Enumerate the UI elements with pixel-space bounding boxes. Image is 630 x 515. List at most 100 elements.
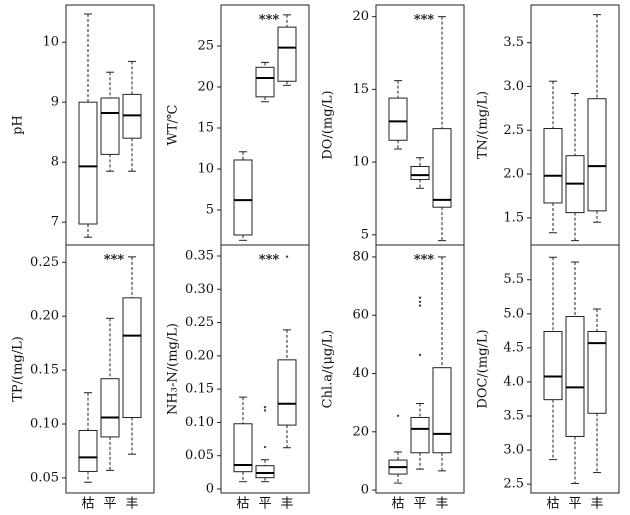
box	[388, 97, 408, 141]
x-tick-label: 平	[103, 495, 116, 510]
box	[100, 97, 120, 155]
x-tick-label: 平	[413, 495, 426, 510]
y-axis-label: Chl.a/(μg/L)	[321, 330, 336, 409]
box	[410, 165, 430, 181]
y-tick-label: 3.0	[503, 79, 524, 94]
y-tick-label: 40	[352, 366, 369, 381]
y-tick-label: 2.5	[503, 477, 524, 492]
x-tick-label: 平	[258, 495, 271, 510]
y-tick-label: 15	[352, 82, 369, 97]
y-tick-label: 20	[352, 9, 369, 24]
box	[432, 128, 452, 208]
annotation: ***	[104, 253, 125, 268]
outlier	[263, 445, 267, 449]
outlier	[396, 414, 400, 417]
y-tick-label: 0.25	[185, 315, 214, 330]
box	[587, 98, 607, 212]
y-axis-label: TP/(mg/L)	[11, 336, 26, 402]
y-tick-label: 0.25	[30, 255, 59, 270]
x-tick-label: 丰	[125, 495, 138, 510]
box	[78, 101, 98, 225]
box	[233, 159, 253, 236]
panel-frame	[65, 244, 155, 494]
box	[255, 66, 275, 98]
x-tick-label: 枯	[546, 495, 559, 510]
y-tick-label: 4.5	[503, 340, 524, 355]
box	[432, 367, 452, 454]
outlier	[418, 300, 422, 304]
y-axis-label: TN/(mg/L)	[476, 91, 491, 159]
x-tick-label: 丰	[435, 495, 448, 510]
box	[78, 429, 98, 472]
y-tick-label: 4.0	[503, 374, 524, 389]
y-axis-label: NH₃-N/(mg/L)	[166, 323, 181, 415]
y-tick-label: 2.0	[503, 167, 524, 182]
box	[543, 128, 563, 204]
y-tick-label: 5	[206, 202, 214, 217]
y-tick-label: 3.5	[503, 409, 524, 424]
y-tick-label: 20	[352, 424, 369, 439]
outlier	[418, 353, 422, 357]
y-tick-label: 0.10	[185, 415, 214, 430]
y-tick-label: 5	[361, 227, 369, 242]
box	[233, 423, 253, 473]
box	[565, 316, 585, 437]
y-tick-label: 25	[197, 38, 214, 53]
y-tick-label: 0.15	[30, 363, 59, 378]
y-tick-label: 5.0	[503, 306, 524, 321]
annotation: ***	[259, 13, 280, 28]
annotation: ***	[414, 13, 435, 28]
y-tick-label: 80	[352, 249, 369, 264]
y-tick-label: 10	[197, 161, 214, 176]
box	[543, 331, 563, 401]
x-tick-label: 枯	[236, 495, 249, 510]
x-tick-label: 枯	[391, 495, 404, 510]
box	[410, 417, 430, 454]
y-tick-label: 3.0	[503, 443, 524, 458]
y-tick-label: 10	[352, 155, 369, 170]
y-tick-label: 3.5	[503, 35, 524, 50]
y-tick-label: 0.20	[30, 309, 59, 324]
y-tick-label: 0	[361, 483, 369, 498]
box	[122, 297, 142, 419]
outlier	[263, 409, 267, 412]
panel-frame	[375, 244, 465, 494]
y-tick-label: 10	[42, 35, 59, 50]
panel-frame	[530, 244, 620, 494]
box	[277, 359, 297, 426]
x-tick-label: 枯	[81, 495, 94, 510]
y-tick-label: 0.15	[185, 382, 214, 397]
x-tick-label: 丰	[280, 495, 293, 510]
annotation: ***	[414, 253, 435, 268]
y-tick-label: 0.05	[30, 470, 59, 485]
box	[277, 26, 297, 82]
annotation: ***	[259, 253, 280, 268]
x-tick-label: 丰	[590, 495, 603, 510]
y-tick-label: 0.05	[185, 448, 214, 463]
y-axis-label: WT/℃	[166, 105, 181, 146]
y-tick-label: 0.20	[185, 348, 214, 363]
y-axis-label: DOC/(mg/L)	[476, 329, 491, 408]
outlier	[263, 405, 267, 409]
outlier	[285, 255, 289, 258]
box	[587, 331, 607, 414]
y-tick-label: 5.5	[503, 272, 524, 287]
outlier	[418, 296, 422, 299]
y-axis-label: pH	[11, 115, 26, 135]
y-tick-label: 60	[352, 308, 369, 323]
y-tick-label: 0.35	[185, 248, 214, 263]
x-tick-label: 平	[568, 495, 581, 510]
panel-frame	[220, 244, 310, 494]
box	[255, 465, 275, 479]
y-tick-label: 7	[51, 215, 59, 230]
y-axis-label: DO/(mg/L)	[321, 90, 336, 159]
y-tick-label: 2.5	[503, 123, 524, 138]
y-tick-label: 9	[51, 95, 59, 110]
y-tick-label: 15	[197, 120, 214, 135]
y-tick-label: 0.10	[30, 416, 59, 431]
y-tick-label: 20	[197, 79, 214, 94]
y-tick-label: 0	[206, 482, 214, 497]
outlier	[418, 304, 422, 307]
box	[100, 378, 120, 438]
